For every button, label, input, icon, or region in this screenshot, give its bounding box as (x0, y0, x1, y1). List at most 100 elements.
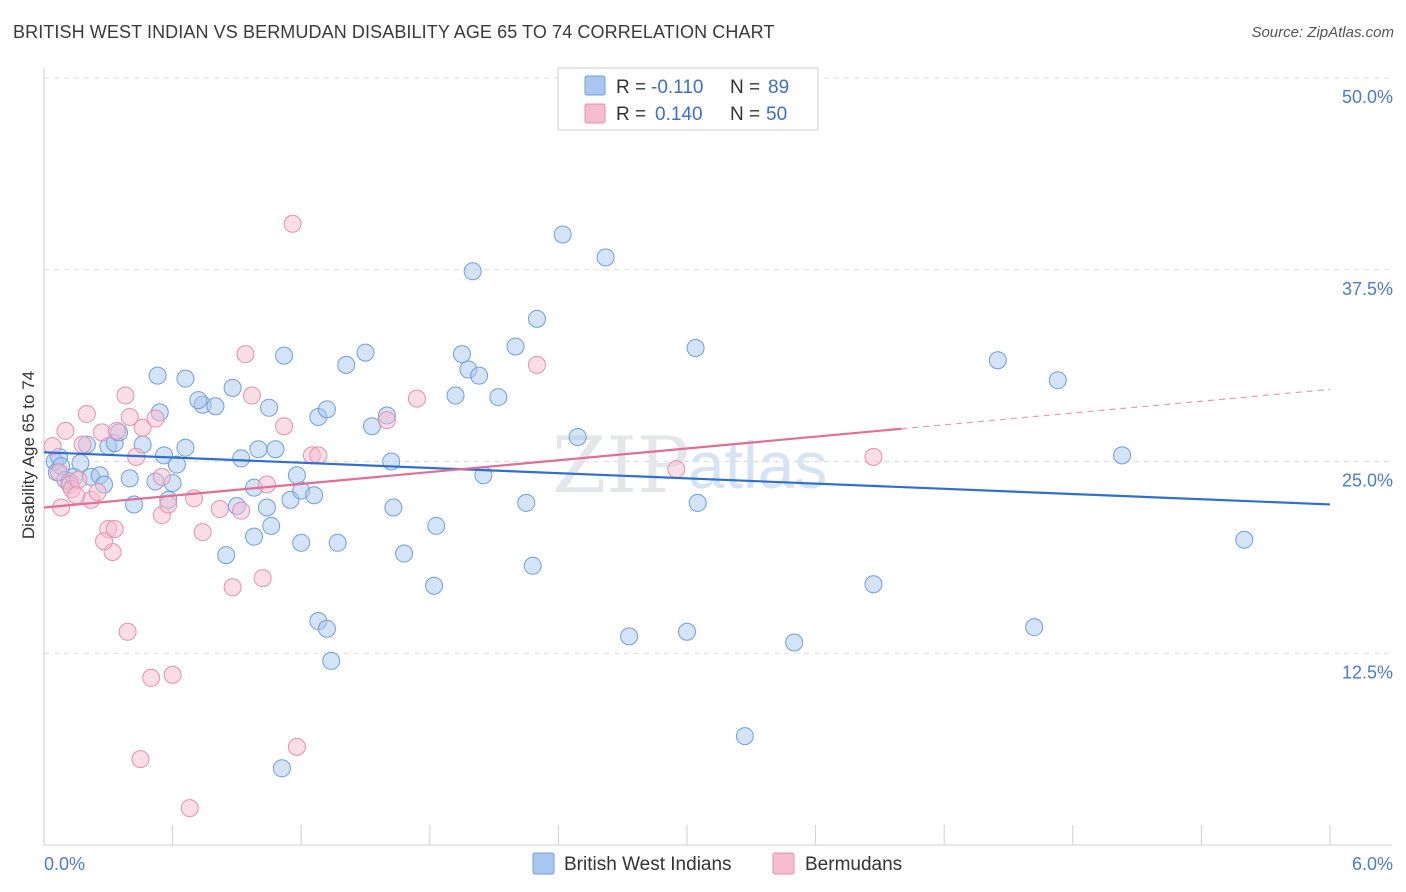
point-british-west-indian-61 (596, 248, 615, 267)
point-british-west-indian-82 (1048, 371, 1067, 390)
y-tick-label-1: 25.0% (1342, 471, 1393, 491)
point-british-west-indian-49 (395, 544, 414, 563)
legend-n-label-1: N = (730, 77, 760, 98)
point-british-west-indian-23 (189, 391, 208, 410)
point-bermudan-3 (56, 421, 75, 440)
source-label: Source: ZipAtlas.com (1251, 24, 1394, 41)
point-british-west-indian-21 (176, 438, 195, 457)
legend-n-value-1: 89 (768, 77, 789, 98)
x-tick-label-1: 6.0% (1352, 854, 1393, 874)
point-bermudan-11 (92, 423, 111, 442)
point-bermudan-0 (43, 437, 62, 456)
bottom-legend-label-pink: Bermudans (805, 854, 902, 875)
point-bermudan-49 (152, 467, 171, 486)
point-british-west-indian-48 (384, 498, 403, 517)
point-british-west-indian-27 (232, 449, 251, 468)
point-british-west-indian-25 (167, 455, 186, 474)
trend-lines (43, 388, 1331, 509)
point-bermudan-42 (163, 665, 182, 684)
point-british-west-indian-81 (988, 351, 1007, 370)
point-bermudan-38 (667, 460, 686, 479)
point-british-west-indian-36 (257, 498, 276, 517)
point-british-west-indian-75 (735, 727, 754, 746)
point-british-west-indian-85 (1235, 530, 1254, 549)
point-british-west-indian-44 (356, 343, 375, 362)
bottom-legend-swatch-pink (772, 852, 795, 875)
legend-r-value-1: -0.110 (651, 77, 703, 98)
point-british-west-indian-26 (223, 378, 242, 397)
bottom-legend-label-blue: British West Indians (564, 854, 732, 875)
point-british-west-indian-72 (287, 466, 306, 485)
legend-r-value-2: 0.140 (655, 104, 703, 125)
point-british-west-indian-63 (523, 556, 542, 575)
point-bermudan-14 (107, 421, 126, 440)
point-bermudan-16 (120, 408, 139, 427)
point-bermudan-29 (253, 569, 272, 588)
point-british-west-indian-73 (452, 345, 471, 364)
point-bermudan-43 (131, 750, 150, 769)
series-british-west-indians (45, 225, 1254, 778)
trend-line-1-dashed (901, 388, 1331, 430)
point-british-west-indian-64 (328, 533, 347, 552)
point-bermudan-6 (69, 470, 88, 489)
point-bermudan-40 (118, 622, 137, 641)
tick-labels: 12.5% 25.0% 37.5% 50.0% 0.0% 6.0% (44, 87, 1393, 874)
axes (43, 68, 1392, 846)
point-british-west-indian-70 (317, 619, 336, 638)
point-british-west-indian-30 (260, 398, 279, 417)
point-british-west-indian-71 (322, 651, 341, 670)
point-british-west-indian-24 (206, 397, 225, 416)
point-british-west-indian-7 (71, 454, 90, 473)
point-british-west-indian-67 (217, 546, 236, 565)
point-british-west-indian-79 (864, 575, 883, 594)
point-british-west-indian-41 (317, 400, 336, 419)
point-british-west-indian-33 (176, 369, 195, 388)
point-british-west-indian-42 (305, 486, 324, 505)
legend-n-label-2: N = (730, 104, 760, 125)
series-bermudans (43, 214, 883, 818)
point-british-west-indian-80 (688, 493, 707, 512)
point-bermudan-44 (287, 737, 306, 756)
point-british-west-indian-15 (120, 469, 139, 488)
point-british-west-indian-62 (463, 262, 482, 281)
point-bermudan-37 (527, 355, 546, 374)
point-bermudan-19 (146, 409, 165, 428)
point-british-west-indian-76 (686, 338, 705, 357)
point-bermudan-8 (77, 404, 96, 423)
point-bermudan-45 (180, 799, 199, 818)
point-bermudan-46 (105, 519, 124, 538)
point-british-west-indian-66 (262, 516, 281, 535)
point-british-west-indian-78 (785, 633, 804, 652)
stats-legend: R = -0.110 N = 89 R = 0.140 N = 50 (557, 67, 819, 131)
y-tick-label-2: 37.5% (1342, 279, 1393, 299)
point-bermudan-10 (88, 483, 107, 502)
point-british-west-indian-19 (155, 446, 174, 465)
point-bermudan-18 (133, 418, 152, 437)
point-british-west-indian-31 (266, 440, 285, 459)
series-legend: British West Indians Bermudans (532, 852, 902, 875)
point-bermudan-31 (275, 417, 294, 436)
point-bermudan-15 (116, 386, 135, 405)
trend-line-0 (43, 451, 1331, 506)
point-british-west-indian-57 (517, 493, 536, 512)
point-bermudan-47 (95, 532, 114, 551)
point-british-west-indian-86 (272, 759, 291, 778)
legend-r-label-1: R = (616, 77, 646, 98)
point-british-west-indian-59 (553, 225, 572, 244)
point-british-west-indian-51 (446, 386, 465, 405)
legend-swatch-pink (584, 103, 606, 124)
legend-n-value-2: 50 (766, 104, 787, 125)
point-british-west-indian-77 (678, 622, 696, 641)
point-british-west-indian-43 (337, 355, 356, 374)
point-bermudan-7 (73, 435, 92, 454)
point-british-west-indian-45 (362, 417, 381, 436)
y-tick-label-0: 12.5% (1342, 662, 1393, 682)
grid-lines (44, 77, 1392, 654)
point-bermudan-35 (377, 411, 396, 430)
trend-line-1-solid (43, 427, 902, 509)
point-bermudan-32 (283, 214, 302, 233)
point-british-west-indian-37 (275, 346, 294, 365)
point-bermudan-48 (67, 486, 86, 505)
point-british-west-indian-32 (148, 366, 167, 385)
